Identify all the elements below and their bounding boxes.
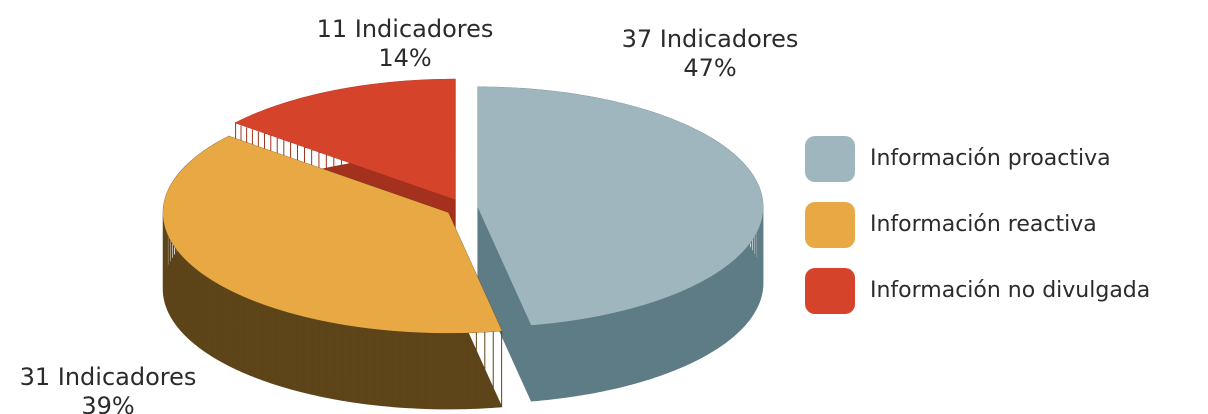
legend-swatch bbox=[805, 136, 855, 182]
slice bbox=[477, 86, 764, 326]
legend-swatch bbox=[805, 202, 855, 248]
legend-label: Información proactiva bbox=[870, 146, 1111, 171]
count-label: 37 Indicadores bbox=[622, 25, 799, 53]
count-label: 31 Indicadores bbox=[20, 363, 197, 391]
legend-label: Información reactiva bbox=[870, 212, 1097, 237]
count-label: 11 Indicadores bbox=[317, 15, 494, 43]
legend-label: Información no divulgada bbox=[870, 278, 1150, 303]
slice bbox=[234, 79, 456, 200]
legend-swatch bbox=[805, 268, 855, 314]
value-label: 39% bbox=[81, 392, 134, 414]
value-label: 14% bbox=[378, 44, 431, 72]
slice bbox=[162, 136, 503, 334]
value-label: 47% bbox=[683, 54, 736, 82]
